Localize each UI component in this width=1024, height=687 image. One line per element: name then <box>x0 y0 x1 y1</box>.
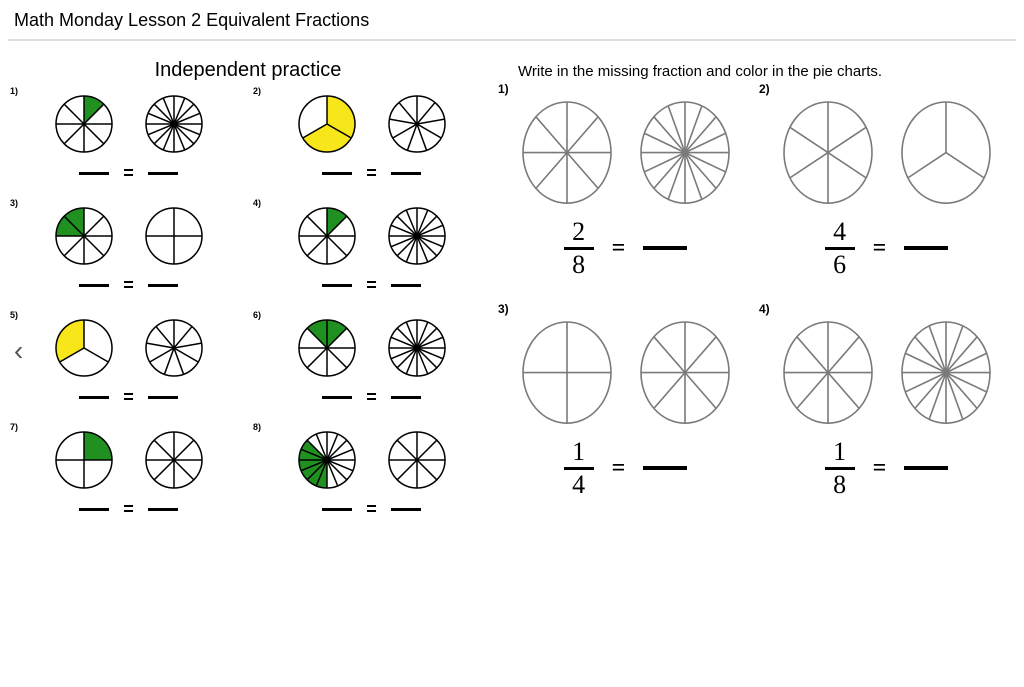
write-missing-panel: Write in the missing fraction and color … <box>500 45 1016 522</box>
worksheet-content: ‹ Independent practice 1) = 2) = <box>0 45 1024 542</box>
equals-sign: = <box>123 499 134 520</box>
pie-chart-icon[interactable] <box>900 320 992 425</box>
fraction-blank[interactable] <box>391 396 421 399</box>
pie-chart-icon <box>297 94 357 154</box>
fraction-blank[interactable] <box>322 508 352 511</box>
fraction-blank[interactable] <box>904 246 948 250</box>
equals-sign: = <box>873 235 887 262</box>
pie-chart-icon[interactable] <box>639 100 731 205</box>
problem-number: 5) <box>10 310 18 320</box>
fraction-blank[interactable] <box>904 466 948 470</box>
pie-chart-icon <box>54 94 114 154</box>
fill-in-problem: 3) 1 4 = <box>500 308 751 498</box>
practice-problem: 8) = <box>255 424 488 522</box>
practice-problem: 4) = <box>255 200 488 298</box>
problem-number: 1) <box>498 82 509 96</box>
fraction-blank[interactable] <box>643 246 687 250</box>
fraction-blank[interactable] <box>391 508 421 511</box>
fraction-blank[interactable] <box>79 172 109 175</box>
problem-number: 7) <box>10 422 18 432</box>
equals-sign: = <box>123 387 134 408</box>
page-title: Math Monday Lesson 2 Equivalent Fraction… <box>0 0 1024 39</box>
equals-sign: = <box>366 163 377 184</box>
pie-chart-icon <box>387 206 447 266</box>
problem-number: 3) <box>498 302 509 316</box>
pie-chart-icon[interactable] <box>521 320 613 425</box>
practice-problem: 2) = <box>255 88 488 186</box>
equals-sign: = <box>612 455 626 482</box>
problem-number: 4) <box>253 198 261 208</box>
problem-number: 6) <box>253 310 261 320</box>
equals-sign: = <box>873 455 887 482</box>
practice-problem: 6) = <box>255 312 488 410</box>
equals-sign: = <box>366 275 377 296</box>
fraction-blank[interactable] <box>148 172 178 175</box>
pie-chart-icon <box>144 206 204 266</box>
problem-number: 8) <box>253 422 261 432</box>
practice-problem: 5) = <box>12 312 245 410</box>
practice-problem: 1) = <box>12 88 245 186</box>
pie-chart-icon <box>387 318 447 378</box>
fraction-blank[interactable] <box>643 466 687 470</box>
fraction-blank[interactable] <box>322 396 352 399</box>
pie-chart-icon[interactable] <box>782 320 874 425</box>
left-heading: Independent practice <box>8 45 488 88</box>
given-fraction: 1 8 <box>825 439 855 498</box>
pie-chart-icon <box>144 94 204 154</box>
fraction-blank[interactable] <box>79 508 109 511</box>
equals-sign: = <box>123 163 134 184</box>
problem-number: 3) <box>10 198 18 208</box>
pie-chart-icon <box>144 430 204 490</box>
pie-chart-icon <box>387 94 447 154</box>
pie-chart-icon <box>387 430 447 490</box>
fill-in-problem: 4) 1 8 = <box>761 308 1012 498</box>
given-fraction: 2 8 <box>564 219 594 278</box>
fraction-blank[interactable] <box>322 284 352 287</box>
pie-chart-icon <box>54 206 114 266</box>
pie-chart-icon <box>297 430 357 490</box>
pie-chart-icon[interactable] <box>639 320 731 425</box>
equals-sign: = <box>366 499 377 520</box>
problem-number: 2) <box>253 86 261 96</box>
fraction-blank[interactable] <box>79 284 109 287</box>
pie-chart-icon[interactable] <box>900 100 992 205</box>
fill-in-problem: 1) 2 8 = <box>500 88 751 278</box>
pie-chart-icon <box>297 318 357 378</box>
equals-sign: = <box>123 275 134 296</box>
pie-chart-icon <box>54 430 114 490</box>
problem-number: 1) <box>10 86 18 96</box>
pie-chart-icon[interactable] <box>782 100 874 205</box>
equals-sign: = <box>612 235 626 262</box>
fraction-blank[interactable] <box>148 284 178 287</box>
pie-chart-icon <box>144 318 204 378</box>
pie-chart-icon[interactable] <box>521 100 613 205</box>
equals-sign: = <box>366 387 377 408</box>
fraction-blank[interactable] <box>148 508 178 511</box>
fraction-blank[interactable] <box>391 284 421 287</box>
fraction-blank[interactable] <box>322 172 352 175</box>
right-heading: Write in the missing fraction and color … <box>500 45 1016 88</box>
practice-problem: 7) = <box>12 424 245 522</box>
fraction-blank[interactable] <box>148 396 178 399</box>
independent-practice-panel: Independent practice 1) = 2) = <box>8 45 488 522</box>
problem-number: 2) <box>759 82 770 96</box>
pie-chart-icon <box>297 206 357 266</box>
pie-chart-icon <box>54 318 114 378</box>
problem-number: 4) <box>759 302 770 316</box>
fraction-blank[interactable] <box>391 172 421 175</box>
practice-problem: 3) = <box>12 200 245 298</box>
fraction-blank[interactable] <box>79 396 109 399</box>
fill-in-problem: 2) 4 6 = <box>761 88 1012 278</box>
given-fraction: 4 6 <box>825 219 855 278</box>
given-fraction: 1 4 <box>564 439 594 498</box>
horizontal-rule <box>8 39 1016 41</box>
